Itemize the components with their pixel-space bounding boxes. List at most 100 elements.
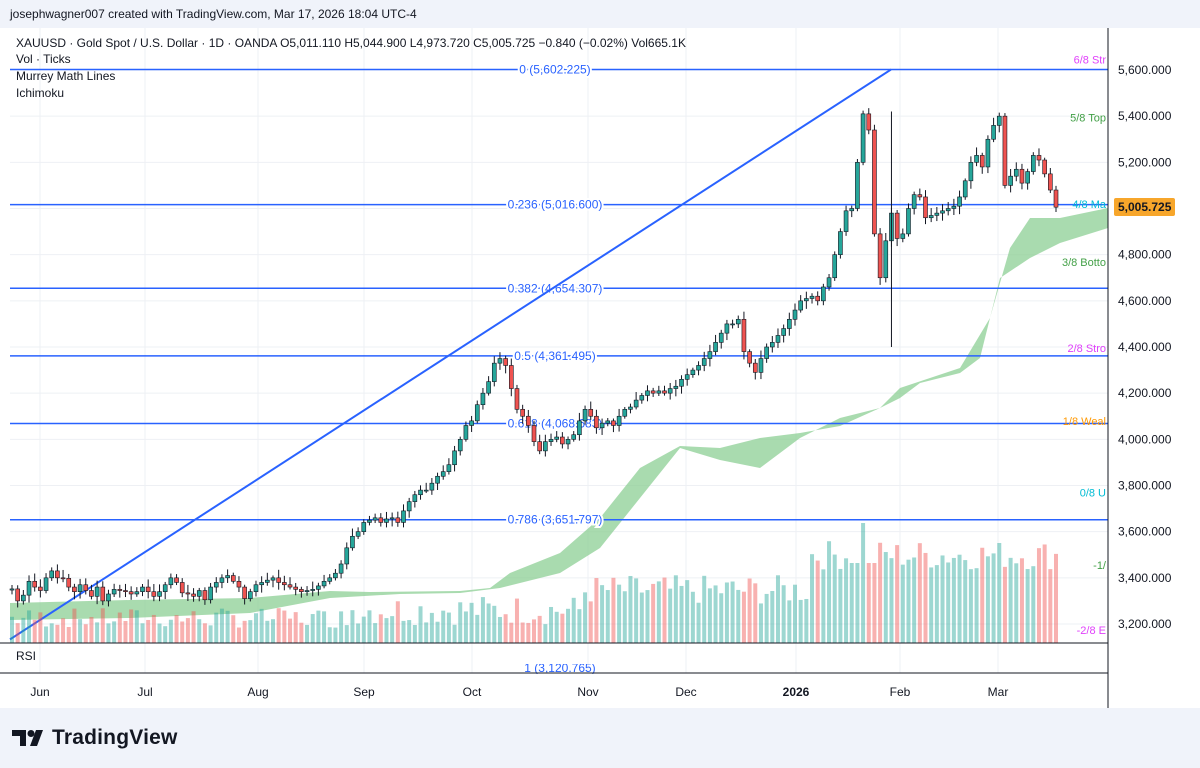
candle[interactable] (798, 300, 803, 311)
candle[interactable] (412, 494, 418, 502)
candle[interactable] (321, 580, 327, 587)
candle[interactable] (406, 501, 412, 512)
candle[interactable] (253, 584, 259, 592)
candle[interactable] (894, 212, 900, 239)
candle[interactable] (242, 586, 247, 599)
candle[interactable] (236, 580, 242, 588)
candle[interactable] (486, 381, 491, 394)
candle[interactable] (32, 580, 37, 588)
candle[interactable] (361, 522, 367, 532)
candle[interactable] (168, 577, 174, 586)
candle[interactable] (469, 420, 474, 426)
candle[interactable] (440, 471, 446, 477)
candle[interactable] (962, 180, 968, 198)
rsi-pane-label[interactable]: RSI (16, 649, 37, 663)
candle[interactable] (248, 591, 253, 599)
candle[interactable] (724, 323, 730, 334)
candle[interactable] (588, 409, 594, 417)
candle[interactable] (310, 589, 316, 591)
candle[interactable] (123, 590, 128, 592)
candle[interactable] (299, 589, 304, 592)
candle[interactable] (395, 517, 401, 523)
candle[interactable] (667, 388, 673, 394)
candle[interactable] (752, 362, 758, 373)
candle[interactable] (520, 409, 525, 417)
candle[interactable] (645, 390, 650, 396)
candle[interactable] (985, 138, 991, 168)
candle[interactable] (577, 420, 582, 436)
candle[interactable] (690, 369, 696, 376)
candle[interactable] (537, 441, 542, 452)
candle[interactable] (1025, 171, 1030, 184)
candle[interactable] (787, 318, 792, 329)
candle[interactable] (571, 434, 577, 440)
candle[interactable] (157, 591, 162, 597)
candle[interactable] (991, 125, 996, 140)
candle[interactable] (911, 194, 917, 209)
candle[interactable] (378, 517, 384, 523)
candle[interactable] (106, 593, 111, 602)
candle[interactable] (480, 392, 486, 406)
candle[interactable] (855, 162, 860, 209)
candle[interactable] (196, 590, 202, 597)
candle[interactable] (560, 436, 565, 445)
candle[interactable] (463, 425, 469, 440)
candle[interactable] (1031, 155, 1036, 172)
candle[interactable] (367, 519, 372, 523)
candle[interactable] (832, 254, 838, 279)
candle[interactable] (554, 436, 559, 440)
candle[interactable] (316, 585, 321, 590)
candle[interactable] (679, 379, 684, 387)
candle[interactable] (526, 415, 531, 426)
candle[interactable] (662, 390, 667, 394)
candle[interactable] (741, 318, 747, 352)
candle[interactable] (940, 210, 945, 214)
candle[interactable] (605, 420, 611, 424)
candle[interactable] (423, 489, 429, 492)
candle[interactable] (162, 584, 168, 592)
candle[interactable] (225, 575, 230, 579)
tradingview-logo[interactable]: TradingView (12, 726, 178, 750)
candle[interactable] (673, 385, 679, 389)
candle[interactable] (452, 450, 457, 466)
candle[interactable] (684, 374, 690, 380)
candle[interactable] (1036, 155, 1042, 161)
candle[interactable] (270, 577, 276, 581)
candle[interactable] (497, 358, 503, 364)
candle[interactable] (628, 406, 633, 410)
candle[interactable] (435, 475, 440, 484)
candle[interactable] (259, 582, 264, 586)
candle[interactable] (804, 298, 809, 302)
candle[interactable] (860, 113, 866, 163)
candle[interactable] (968, 162, 974, 182)
candle[interactable] (304, 590, 310, 592)
candle[interactable] (72, 586, 77, 592)
candle[interactable] (815, 295, 820, 302)
candle[interactable] (446, 464, 452, 472)
candle[interactable] (543, 441, 548, 452)
candle[interactable] (503, 358, 508, 366)
candle[interactable] (764, 346, 769, 359)
candle[interactable] (877, 233, 883, 279)
candle[interactable] (979, 155, 985, 168)
candle[interactable] (707, 351, 713, 359)
candle[interactable] (338, 563, 344, 574)
candle[interactable] (191, 593, 196, 597)
candle[interactable] (696, 365, 701, 371)
candle[interactable] (265, 579, 270, 583)
candle[interactable] (928, 215, 934, 219)
candle[interactable] (996, 115, 1002, 126)
candle[interactable] (15, 588, 20, 602)
candle[interactable] (945, 208, 951, 212)
candle[interactable] (639, 395, 645, 401)
candle[interactable] (333, 572, 338, 579)
candle[interactable] (611, 420, 616, 426)
candle[interactable] (1008, 175, 1013, 186)
candle[interactable] (140, 586, 145, 592)
candle[interactable] (327, 577, 333, 582)
candle[interactable] (770, 342, 775, 348)
candle[interactable] (344, 547, 350, 565)
candle[interactable] (418, 489, 423, 496)
candle[interactable] (509, 365, 514, 389)
candle[interactable] (900, 233, 906, 239)
